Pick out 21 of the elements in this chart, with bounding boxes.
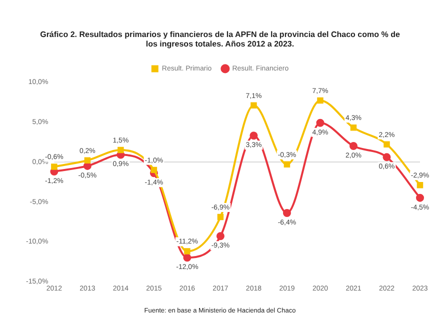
point <box>316 118 324 127</box>
point <box>51 164 58 170</box>
point <box>150 166 158 174</box>
point <box>217 214 224 220</box>
point <box>250 102 257 108</box>
point <box>349 142 358 150</box>
point <box>250 132 258 140</box>
point <box>416 194 424 202</box>
point <box>416 182 424 188</box>
chart-title: Gráfico 2. Resultados primarios y financieros de la APFN de la provincia del Chaco como % de los ingresos totales. Años 2012 a 2023. <box>40 30 400 49</box>
point <box>284 161 290 168</box>
point <box>183 254 192 262</box>
point <box>384 141 390 148</box>
point <box>382 153 391 162</box>
point <box>350 124 357 131</box>
point <box>184 248 190 254</box>
point <box>216 232 224 240</box>
point <box>84 157 91 164</box>
point <box>282 209 291 218</box>
point <box>317 97 324 104</box>
point <box>118 146 124 154</box>
